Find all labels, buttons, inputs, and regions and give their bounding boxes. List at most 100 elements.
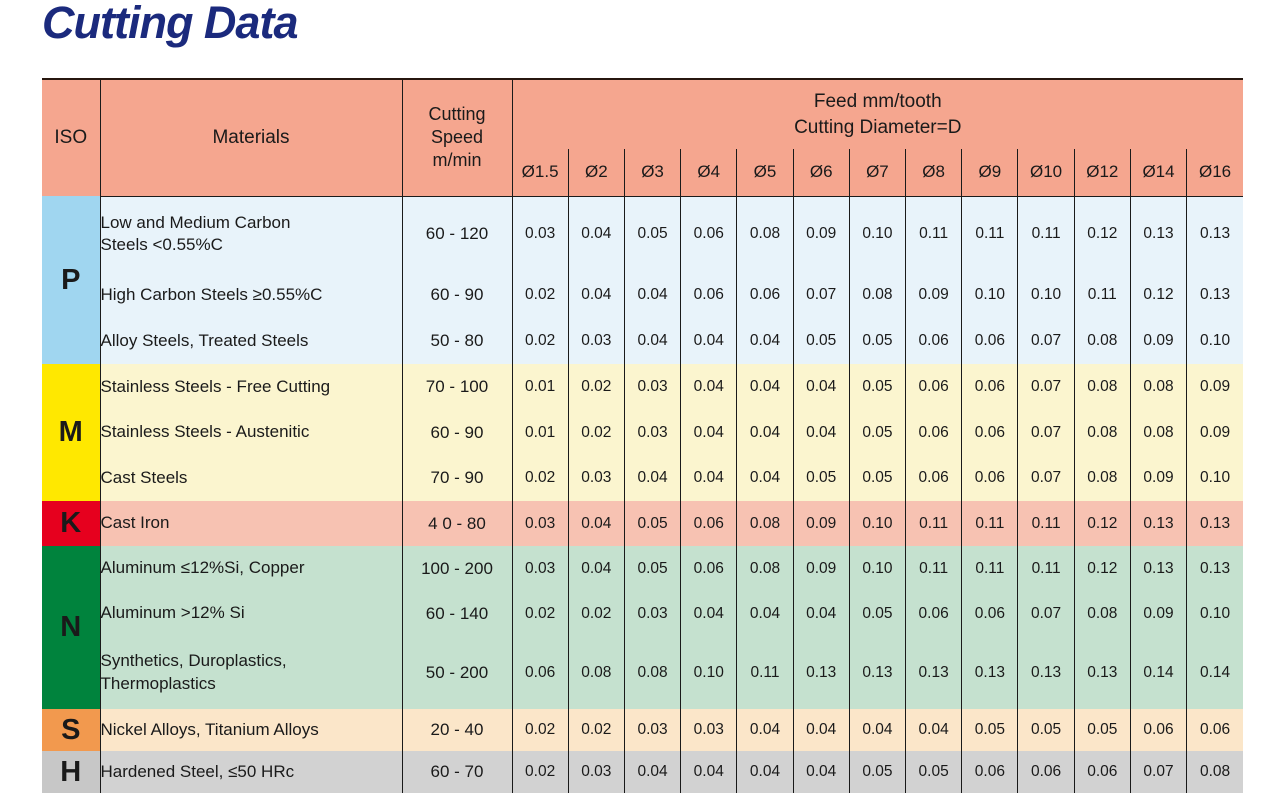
diameter-header-row: Ø1.5 Ø2 Ø3 Ø4 Ø5 Ø6 Ø7 Ø8 Ø9 Ø10 Ø12 Ø14 Ø16 bbox=[42, 149, 1243, 197]
feed-value-cell: 0.11 bbox=[1073, 272, 1131, 318]
table-row: P Low and Medium Carbon Steels <0.55%C 60 … bbox=[42, 196, 1243, 364]
feed-value-cell: 0.09 bbox=[1129, 318, 1187, 364]
feed-value-cell: 0.04 bbox=[848, 709, 906, 751]
feed-value-cell: 0.09 bbox=[792, 196, 850, 272]
feed-value-cell: 0.08 bbox=[736, 196, 794, 272]
feed-value-cell: 0.05 bbox=[905, 751, 962, 793]
cutting-speed-header-text: Cutting Speed m/min bbox=[428, 103, 486, 171]
feed-title: Feed mm/tooth bbox=[813, 91, 942, 113]
feed-value-cell: 0.13 bbox=[1017, 636, 1075, 709]
material-cell: Synthetics, Duroplastics, Thermoplastics bbox=[99, 636, 402, 709]
feed-value-cell: 0.08 bbox=[736, 501, 794, 546]
cutting-speed-cell: 60 - 120 bbox=[401, 196, 512, 272]
feed-value-cell: 0.06 bbox=[961, 455, 1018, 501]
feed-value-cell: 0.01 bbox=[511, 410, 569, 455]
feed-value-cell: 0.11 bbox=[961, 501, 1018, 546]
feed-value-cell: 0.04 bbox=[736, 364, 794, 410]
feed-value-cell: 0.13 bbox=[1186, 196, 1243, 272]
diameter-header: Ø1.5 bbox=[511, 149, 569, 197]
feed-value-cell: 0.12 bbox=[1073, 546, 1131, 591]
feed-value-cell: 0.02 bbox=[567, 364, 625, 410]
feed-value-cell: 0.07 bbox=[792, 272, 850, 318]
feed-value-cell: 0.08 bbox=[567, 636, 625, 709]
material-cell: Stainless Steels - Austenitic bbox=[99, 410, 402, 455]
feed-value-cell: 0.06 bbox=[905, 455, 962, 501]
feed-value-cell: 0.07 bbox=[1129, 751, 1187, 793]
feed-value-cell: 0.10 bbox=[848, 196, 906, 272]
feed-value-cell: 0.10 bbox=[1186, 591, 1243, 636]
feed-value-cell: 0.02 bbox=[511, 272, 569, 318]
feed-value-cell: 0.05 bbox=[792, 455, 850, 501]
feed-value-cell: 0.03 bbox=[511, 546, 569, 591]
feed-value-cell: 0.02 bbox=[511, 709, 569, 751]
feed-value-cell: 0.06 bbox=[905, 364, 962, 410]
feed-value-cell: 0.13 bbox=[1129, 501, 1187, 546]
feed-value-cell: 0.04 bbox=[736, 455, 794, 501]
feed-value-cell: 0.03 bbox=[623, 591, 681, 636]
feed-value-cell: 0.07 bbox=[1017, 455, 1075, 501]
feed-value-cell: 0.06 bbox=[680, 272, 737, 318]
feed-value-cell: 0.02 bbox=[567, 591, 625, 636]
feed-value-cell: 0.05 bbox=[623, 546, 681, 591]
diameter-header: Ø6 bbox=[792, 149, 850, 197]
feed-value-cell: 0.04 bbox=[736, 410, 794, 455]
feed-value-cell: 0.13 bbox=[1129, 196, 1187, 272]
feed-value-cell: 0.14 bbox=[1186, 636, 1243, 709]
cutting-speed-cell: 60 - 90 bbox=[401, 410, 512, 455]
feed-value-cell: 0.06 bbox=[680, 196, 737, 272]
feed-value-cell: 0.09 bbox=[1186, 364, 1243, 410]
feed-value-cell: 0.04 bbox=[567, 272, 625, 318]
feed-value-cell: 0.05 bbox=[623, 501, 681, 546]
cutting-speed-cell: 60 - 90 bbox=[401, 272, 512, 318]
feed-value-cell: 0.10 bbox=[1186, 455, 1243, 501]
feed-value-cell: 0.09 bbox=[1186, 410, 1243, 455]
feed-value-cell: 0.13 bbox=[961, 636, 1018, 709]
feed-value-cell: 0.03 bbox=[511, 501, 569, 546]
feed-value-cell: 0.05 bbox=[961, 709, 1018, 751]
feed-value-cell: 0.12 bbox=[1073, 501, 1131, 546]
material-cell: Aluminum >12% Si bbox=[99, 591, 402, 636]
cutting-speed-cell: 60 - 140 bbox=[401, 591, 512, 636]
feed-value-cell: 0.11 bbox=[1017, 501, 1075, 546]
feed-value-cell: 0.06 bbox=[905, 318, 962, 364]
feed-value-cell: 0.10 bbox=[848, 501, 906, 546]
feed-value-cell: 0.04 bbox=[680, 364, 737, 410]
feed-value-cell: 0.05 bbox=[1073, 709, 1131, 751]
feed-value-cell: 0.04 bbox=[792, 410, 850, 455]
feed-value-cell: 0.11 bbox=[1017, 196, 1075, 272]
cutting-speed-column-header: Cutting Speed m/min bbox=[401, 79, 512, 197]
feed-value-cell: 0.04 bbox=[736, 709, 794, 751]
feed-value-cell: 0.04 bbox=[680, 591, 737, 636]
feed-value-cell: 0.03 bbox=[680, 709, 737, 751]
feed-value-cell: 0.06 bbox=[1186, 709, 1243, 751]
feed-value-cell: 0.05 bbox=[848, 455, 906, 501]
diameter-header: Ø4 bbox=[680, 149, 737, 197]
feed-value-cell: 0.13 bbox=[1186, 546, 1243, 591]
feed-value-cell: 0.07 bbox=[1017, 364, 1075, 410]
feed-value-cell: 0.13 bbox=[1186, 272, 1243, 318]
feed-value-cell: 0.13 bbox=[905, 636, 962, 709]
feed-value-cell: 0.04 bbox=[567, 546, 625, 591]
table-row: Stainless Steels - Austenitic 60 - 90 0.01… bbox=[42, 410, 1243, 455]
feed-value-cell: 0.04 bbox=[623, 272, 681, 318]
table-row: Alloy Steels, Treated Steels 50 - 80 0.02 0… bbox=[42, 318, 1243, 364]
feed-value-cell: 0.05 bbox=[848, 751, 906, 793]
feed-value-cell: 0.05 bbox=[792, 318, 850, 364]
feed-value-cell: 0.06 bbox=[905, 591, 962, 636]
feed-value-cell: 0.10 bbox=[848, 546, 906, 591]
feed-value-cell: 0.10 bbox=[961, 272, 1018, 318]
iso-group-label-P: P bbox=[42, 196, 100, 364]
feed-value-cell: 0.02 bbox=[567, 709, 625, 751]
feed-value-cell: 0.11 bbox=[1017, 546, 1075, 591]
feed-value-cell: 0.08 bbox=[1129, 364, 1187, 410]
feed-value-cell: 0.05 bbox=[1017, 709, 1075, 751]
feed-value-cell: 0.06 bbox=[961, 751, 1018, 793]
iso-group-label-H: H bbox=[42, 751, 100, 793]
diameter-header: Ø8 bbox=[905, 149, 962, 197]
diameter-header: Ø14 bbox=[1129, 149, 1187, 197]
feed-value-cell: 0.08 bbox=[1186, 751, 1243, 793]
feed-value-cell: 0.04 bbox=[736, 318, 794, 364]
feed-value-cell: 0.04 bbox=[567, 501, 625, 546]
diameter-header: Ø12 bbox=[1073, 149, 1131, 197]
feed-value-cell: 0.10 bbox=[680, 636, 737, 709]
